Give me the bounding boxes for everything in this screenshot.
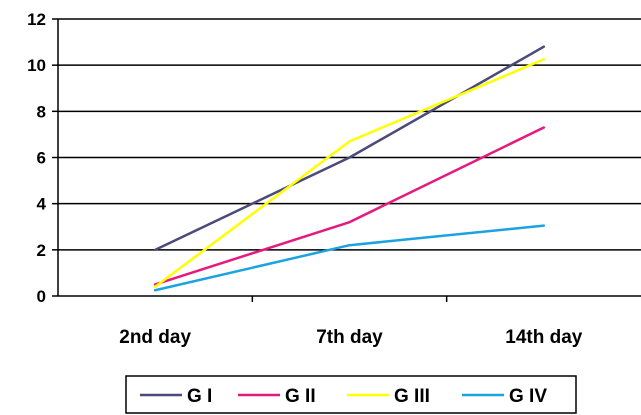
x-tick-label: 14th day: [505, 327, 583, 348]
y-tick-label: 12: [27, 10, 46, 29]
legend: G I G II G III G IV: [125, 375, 577, 414]
legend-label: G III: [394, 386, 430, 407]
y-tick-label: 0: [37, 287, 46, 306]
y-tick-label: 6: [37, 149, 46, 168]
series-line-3: [153, 58, 546, 289]
legend-label: G I: [187, 386, 212, 407]
y-tick-label: 10: [27, 56, 46, 75]
series-lines: [153, 45, 546, 292]
y-axis-ticks: 0 2 4 6 8 10 12: [27, 10, 58, 306]
gridlines: [58, 18, 641, 251]
y-tick-label: 2: [37, 241, 46, 260]
series-line-2: [153, 126, 546, 286]
x-tick-label: 2nd day: [119, 327, 191, 348]
legend-label: G II: [285, 386, 316, 407]
series-line-4: [153, 224, 546, 292]
legend-label: G IV: [509, 386, 547, 407]
x-tick-label: 7th day: [316, 327, 383, 348]
series-line-1: [153, 45, 546, 252]
x-axis-ticks: 2nd day 7th day 14th day: [119, 296, 583, 348]
y-tick-label: 8: [37, 102, 46, 121]
y-tick-label: 4: [37, 195, 47, 214]
